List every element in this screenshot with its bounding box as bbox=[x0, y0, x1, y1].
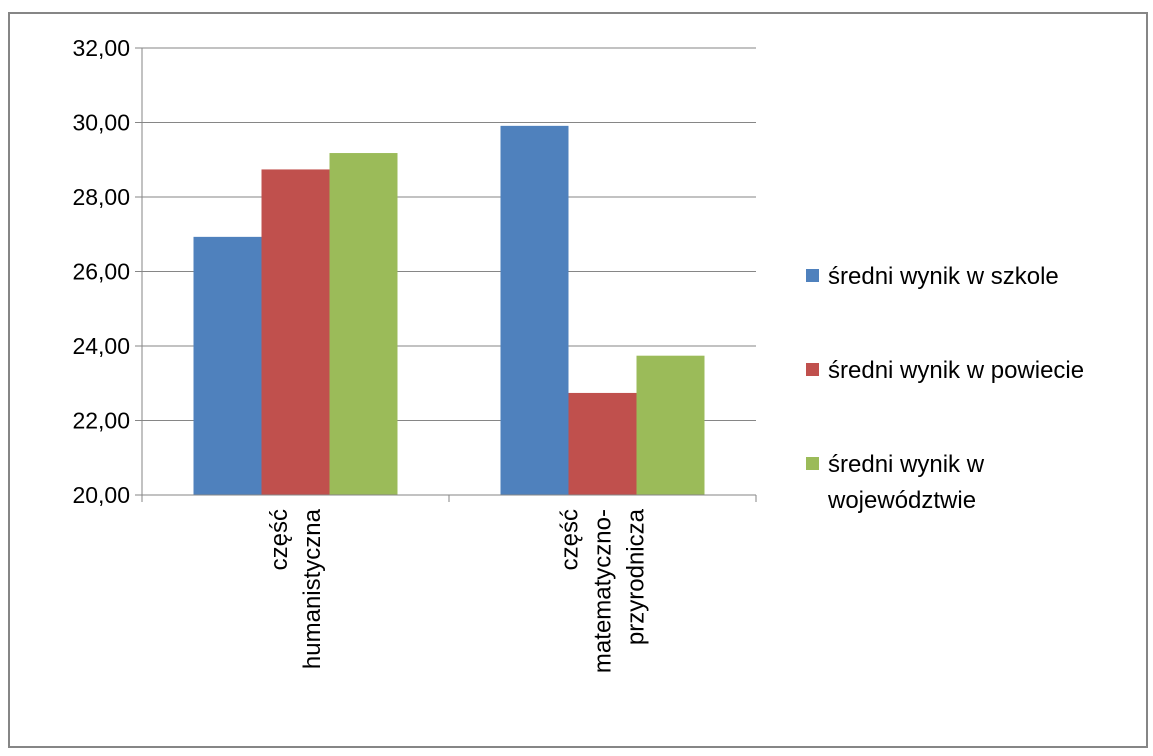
y-tick-label: 32,00 bbox=[72, 35, 130, 61]
y-tick-labels: 20,00 22,00 24,00 26,00 28,00 30,00 32,00 bbox=[72, 35, 130, 508]
category-label: matematyczno- bbox=[590, 509, 617, 673]
bar bbox=[329, 153, 398, 496]
y-tick-label: 22,00 bbox=[72, 408, 130, 434]
y-tick-label: 20,00 bbox=[72, 482, 130, 508]
bar bbox=[261, 169, 330, 495]
legend-label: średni wynik w bbox=[828, 451, 985, 478]
legend-label: średni wynik w powiecie bbox=[828, 357, 1084, 384]
y-tick-label: 30,00 bbox=[72, 110, 130, 136]
bars bbox=[193, 125, 705, 496]
bar bbox=[193, 236, 262, 496]
category-label: część bbox=[557, 509, 584, 570]
legend-swatch bbox=[806, 363, 819, 376]
legend-swatch bbox=[806, 269, 819, 282]
y-tick-label: 28,00 bbox=[72, 184, 130, 210]
legend-label: średni wynik w szkole bbox=[828, 263, 1059, 290]
legend-label: województwie bbox=[827, 487, 976, 514]
category-label: część bbox=[266, 509, 293, 570]
y-tick-label: 26,00 bbox=[72, 259, 130, 285]
bar bbox=[636, 355, 705, 495]
axes bbox=[135, 47, 757, 502]
category-labels: część humanistyczna część matematyczno-przy… bbox=[266, 508, 650, 673]
category-label: humanistyczna bbox=[299, 508, 326, 669]
category-label: przyrodnicza bbox=[623, 508, 650, 645]
bar bbox=[500, 125, 569, 495]
legend: średni wynik w szkole średni wynik w powi… bbox=[806, 263, 1084, 514]
bar bbox=[568, 392, 637, 495]
y-tick-label: 24,00 bbox=[72, 333, 130, 359]
legend-swatch bbox=[806, 457, 819, 470]
